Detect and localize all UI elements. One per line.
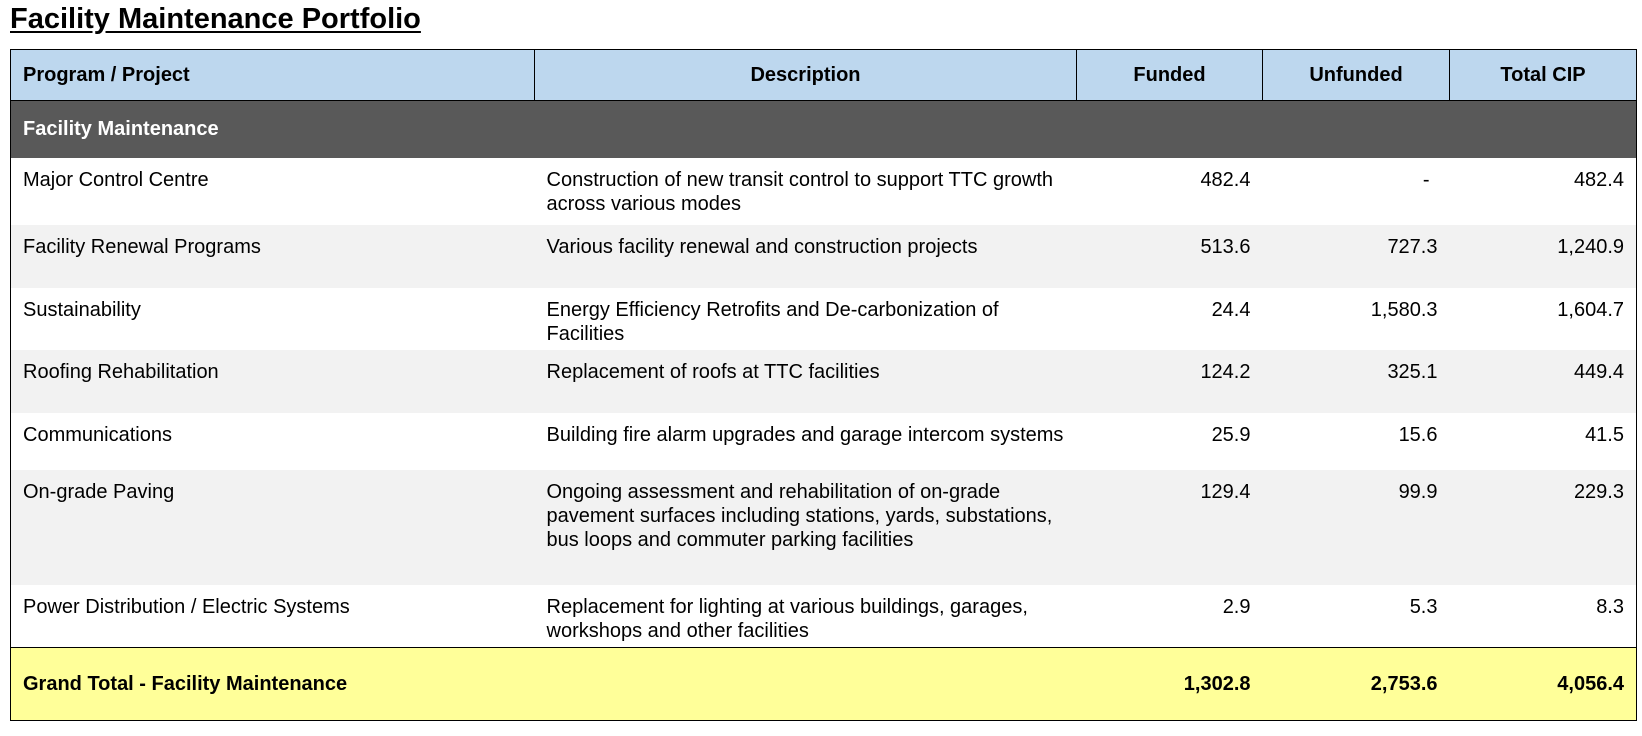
page-title: Facility Maintenance Portfolio [10,3,421,35]
header-program: Program / Project [10,49,535,101]
cell-program: Major Control Centre [10,158,535,225]
cell-total: 1,240.9 [1449,225,1637,288]
cell-total: 482.4 [1449,158,1637,225]
cell-funded: 513.6 [1076,225,1263,288]
cell-description: Replacement of roofs at TTC facilities [534,350,1077,413]
cell-total: 1,604.7 [1449,288,1637,350]
cell-funded: 124.2 [1076,350,1263,413]
section-row: Facility Maintenance [10,100,1637,158]
cell-program: Power Distribution / Electric Systems [10,585,535,648]
table-row: Sustainability Energy Efficiency Retrofi… [10,288,1637,350]
cell-unfunded: 727.3 [1262,225,1450,288]
table-row: Facility Renewal Programs Various facili… [10,225,1637,288]
grand-total-label: Grand Total - Facility Maintenance [10,647,535,721]
cell-unfunded: 99.9 [1262,470,1450,585]
header-funded: Funded [1076,49,1263,101]
table-row: Roofing Rehabilitation Replacement of ro… [10,350,1637,413]
cell-funded: 25.9 [1076,413,1263,470]
table-row: On-grade Paving Ongoing assessment and r… [10,470,1637,585]
table-row: Communications Building fire alarm upgra… [10,413,1637,470]
table-row: Power Distribution / Electric Systems Re… [10,585,1637,648]
cell-program: Facility Renewal Programs [10,225,535,288]
cell-description: Various facility renewal and constructio… [534,225,1077,288]
cell-unfunded: 325.1 [1262,350,1450,413]
cell-program: Communications [10,413,535,470]
grand-total-row: Grand Total - Facility Maintenance 1,302… [10,647,1637,721]
cell-total: 8.3 [1449,585,1637,648]
cell-funded: 2.9 [1076,585,1263,648]
grand-total-description [534,647,1077,721]
header-total-cip: Total CIP [1449,49,1637,101]
cell-funded: 482.4 [1076,158,1263,225]
grand-total-unfunded: 2,753.6 [1262,647,1450,721]
cell-description: Construction of new transit control to s… [534,158,1077,225]
cell-description: Energy Efficiency Retrofits and De-carbo… [534,288,1077,350]
cell-total: 41.5 [1449,413,1637,470]
cell-program: Sustainability [10,288,535,350]
grand-total-funded: 1,302.8 [1076,647,1263,721]
cell-description: Ongoing assessment and rehabilitation of… [534,470,1077,585]
cell-unfunded: 5.3 [1262,585,1450,648]
cell-unfunded: 15.6 [1262,413,1450,470]
cell-description: Replacement for lighting at various buil… [534,585,1077,648]
cell-total: 229.3 [1449,470,1637,585]
table-row: Major Control Centre Construction of new… [10,158,1637,225]
header-unfunded: Unfunded [1262,49,1450,101]
cell-program: Roofing Rehabilitation [10,350,535,413]
cell-unfunded: - [1262,158,1450,225]
cell-total: 449.4 [1449,350,1637,413]
grand-total-total: 4,056.4 [1449,647,1637,721]
cell-unfunded: 1,580.3 [1262,288,1450,350]
header-description: Description [534,49,1077,101]
cell-description: Building fire alarm upgrades and garage … [534,413,1077,470]
portfolio-table: Program / Project Description Funded Unf… [10,49,1637,721]
cell-funded: 129.4 [1076,470,1263,585]
cell-program: On-grade Paving [10,470,535,585]
cell-funded: 24.4 [1076,288,1263,350]
section-label: Facility Maintenance [10,100,1637,158]
header-row: Program / Project Description Funded Unf… [10,49,1637,101]
